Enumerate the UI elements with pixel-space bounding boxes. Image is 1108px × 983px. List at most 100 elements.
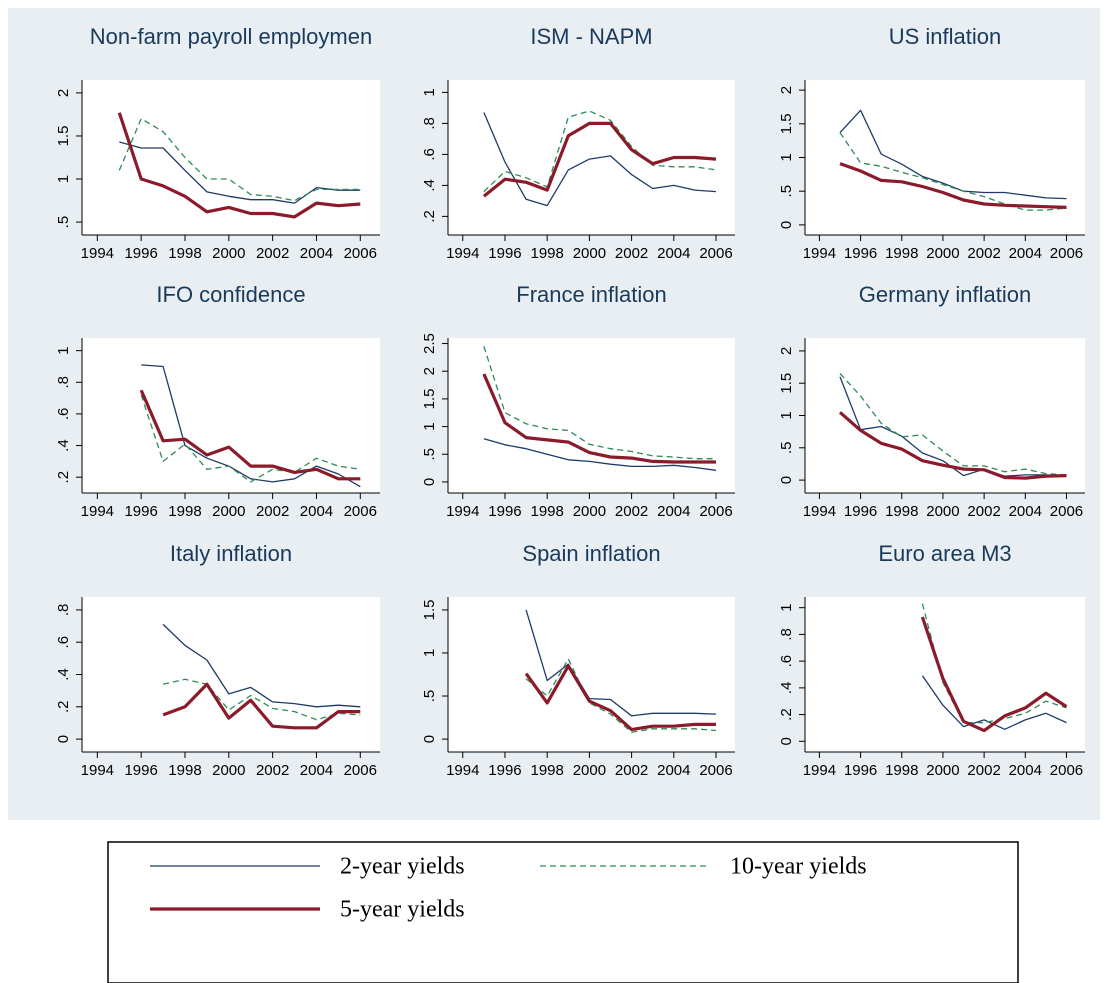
x-tick-label: 1996	[488, 762, 521, 779]
series-line	[117, 112, 361, 219]
x-tick-label: 1994	[446, 245, 479, 262]
chart-title: France inflation	[516, 282, 666, 307]
x-tick-label: 2002	[967, 245, 1000, 262]
y-tick-label: .6	[55, 408, 72, 421]
y-tick-label: 1	[778, 411, 795, 419]
y-tick-label: .6	[55, 636, 72, 649]
y-tick-label: .2	[421, 210, 438, 223]
x-tick-label: 2000	[926, 503, 959, 520]
series-line	[482, 121, 717, 198]
series-line	[920, 616, 1068, 733]
plot-region	[82, 80, 380, 235]
x-tick-label: 1998	[885, 503, 918, 520]
x-tick-label: 1996	[488, 245, 521, 262]
x-tick-label: 2002	[967, 503, 1000, 520]
series-line	[525, 609, 717, 717]
series-line	[162, 678, 361, 721]
series-line	[483, 112, 717, 207]
y-tick-label: 1	[55, 175, 72, 183]
x-tick-label: 1998	[168, 503, 201, 520]
y-tick-label: 1.5	[55, 126, 72, 147]
series-line	[139, 389, 361, 481]
x-tick-label: 2002	[615, 245, 648, 262]
x-tick-label: 1998	[530, 245, 563, 262]
series-line	[483, 110, 717, 193]
y-tick-label: 1.5	[421, 388, 438, 409]
series-line	[482, 373, 716, 464]
x-tick-label: 2004	[657, 245, 690, 262]
y-tick-label: 1.5	[778, 373, 795, 394]
x-tick-label: 1994	[81, 503, 114, 520]
x-tick-label: 1996	[124, 245, 157, 262]
x-tick-label: 2006	[699, 503, 732, 520]
y-tick-label: 1.5	[778, 113, 795, 134]
y-tick-label: .4	[778, 682, 795, 695]
chart-title: Non-farm payroll employmen	[90, 24, 372, 49]
y-tick-label: 0	[421, 478, 438, 486]
x-tick-label: 2002	[256, 245, 289, 262]
x-tick-label: 2004	[657, 503, 690, 520]
series-line	[839, 109, 1067, 200]
chart-title: Euro area M3	[878, 541, 1011, 566]
y-tick-label: 1	[778, 153, 795, 161]
y-tick-label: .5	[778, 442, 795, 455]
y-tick-label: 0	[778, 221, 795, 229]
y-tick-label: .4	[55, 668, 72, 681]
x-tick-label: 2000	[573, 503, 606, 520]
x-tick-label: 1994	[446, 503, 479, 520]
y-tick-label: .8	[55, 376, 72, 389]
x-tick-label: 2006	[1050, 503, 1083, 520]
x-tick-label: 2002	[615, 503, 648, 520]
y-tick-label: 2	[55, 89, 72, 97]
y-tick-label: 0	[778, 476, 795, 484]
legend-label: 2-year yields	[340, 854, 465, 880]
y-tick-label: .4	[421, 179, 438, 192]
x-tick-label: 2006	[344, 245, 377, 262]
x-tick-label: 1994	[803, 762, 836, 779]
y-tick-label: .5	[778, 185, 795, 198]
series-line	[483, 438, 717, 471]
x-tick-label: 2006	[344, 762, 377, 779]
x-tick-label: 1996	[124, 503, 157, 520]
x-tick-label: 2002	[615, 762, 648, 779]
x-tick-label: 1998	[530, 503, 563, 520]
legend-label: 5-year yields	[340, 897, 465, 923]
x-tick-label: 1994	[803, 245, 836, 262]
y-tick-label: .6	[778, 655, 795, 668]
x-tick-label: 2006	[1050, 245, 1083, 262]
plot-region	[448, 338, 735, 493]
y-tick-label: .4	[55, 439, 72, 452]
x-tick-label: 1996	[124, 762, 157, 779]
y-tick-label: 1	[421, 88, 438, 96]
y-tick-label: .8	[778, 628, 795, 641]
y-tick-label: 1	[421, 649, 438, 657]
plot-region	[82, 338, 380, 493]
x-tick-label: 2000	[926, 762, 959, 779]
y-tick-label: .8	[421, 117, 438, 130]
chart-title: Italy inflation	[170, 541, 292, 566]
series-line	[525, 658, 717, 733]
chart-title: Germany inflation	[859, 282, 1031, 307]
y-tick-label: 1.5	[421, 599, 438, 620]
x-tick-label: 1998	[168, 245, 201, 262]
series-line	[118, 118, 361, 202]
x-tick-label: 1994	[446, 762, 479, 779]
x-tick-label: 2004	[300, 762, 333, 779]
series-line	[524, 664, 716, 732]
chart-title: ISM - NAPM	[530, 24, 652, 49]
series-line	[839, 132, 1067, 211]
x-tick-label: 1996	[488, 503, 521, 520]
series-line	[162, 682, 361, 730]
x-tick-label: 2006	[344, 503, 377, 520]
x-tick-label: 2002	[256, 762, 289, 779]
series-line	[141, 364, 361, 488]
x-tick-label: 2000	[573, 762, 606, 779]
series-line	[839, 162, 1067, 209]
y-tick-label: 2	[778, 347, 795, 355]
x-tick-label: 1994	[803, 503, 836, 520]
series-line	[483, 346, 716, 460]
plot-region	[805, 597, 1085, 752]
chart-title: Spain inflation	[522, 541, 660, 566]
x-tick-label: 2004	[300, 245, 333, 262]
